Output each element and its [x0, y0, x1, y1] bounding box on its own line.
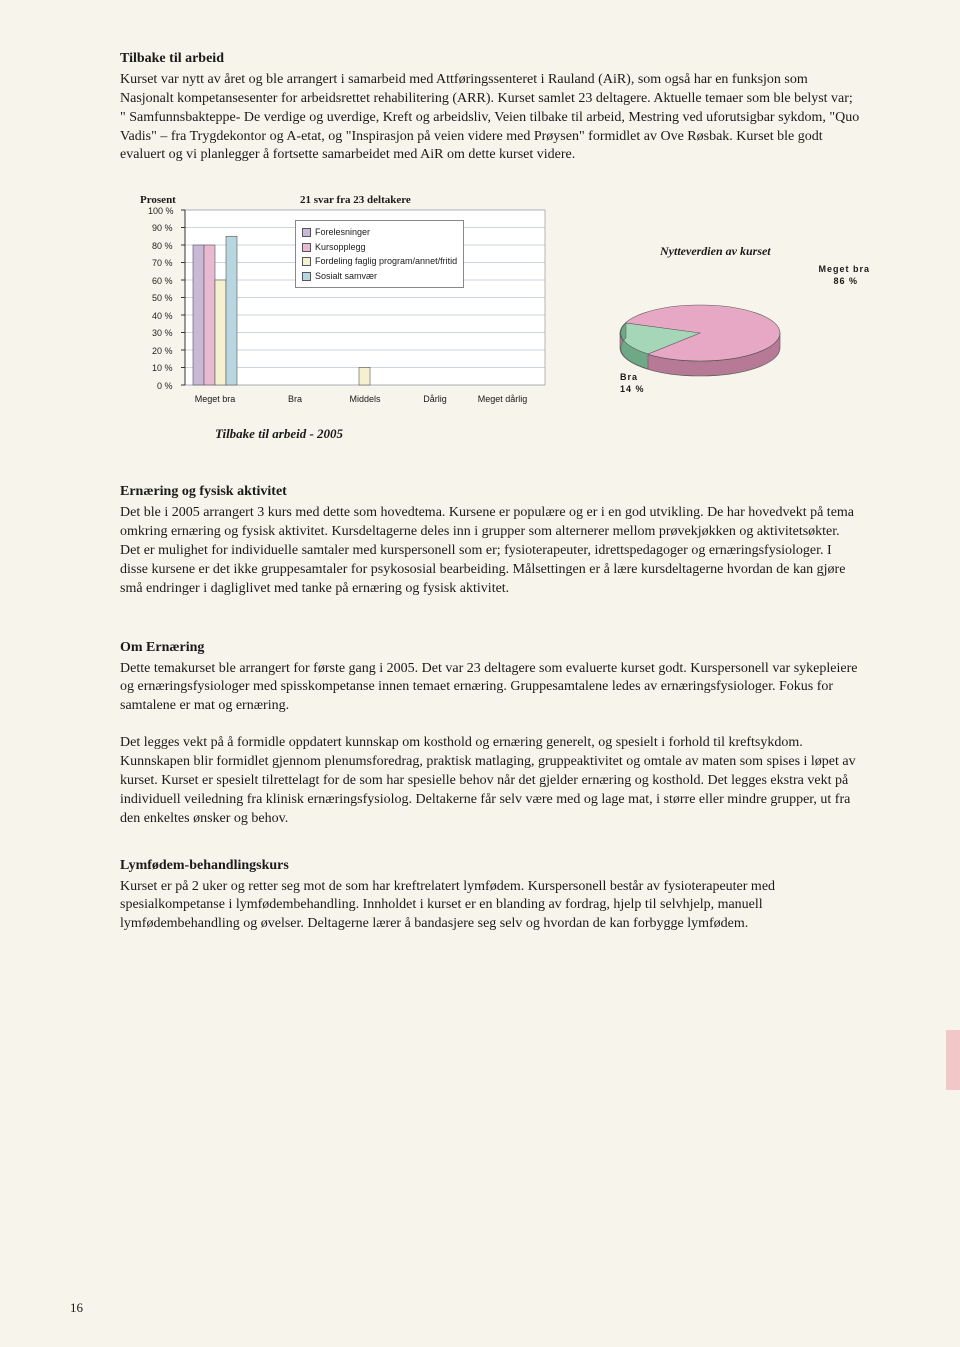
pie-label-bra-val: 14 % [620, 383, 645, 395]
heading-lymfodem: Lymfødem-behandlingskurs [120, 857, 860, 876]
legend-swatch-icon [302, 257, 311, 266]
pie-chart-title: Nytteverdien av kurset [660, 243, 771, 259]
body-ernaering-aktivitet: Det ble i 2005 arrangert 3 kurs med dett… [120, 504, 860, 598]
ytick-100: 100 % [148, 205, 174, 217]
pie-chart: Nytteverdien av kurset Meget bra 86 % Br… [600, 243, 850, 403]
ytick-80: 80 % [152, 240, 173, 252]
bar-chart-legend: Forelesninger Kursopplegg Fordeling fagl… [295, 220, 464, 288]
heading-ernaering-aktivitet: Ernæring og fysisk aktivitet [120, 483, 860, 502]
pie-label-megetbra-val: 86 % [833, 275, 858, 287]
page-number: 16 [70, 1299, 83, 1317]
section-ernaering-aktivitet: Ernæring og fysisk aktivitet Det ble i 2… [120, 483, 860, 598]
legend-swatch-icon [302, 228, 311, 237]
legend-swatch-icon [302, 272, 311, 281]
section-om-ernaering: Om Ernæring Dette temakurset ble arrange… [120, 639, 860, 829]
pie-label-megetbra: Meget bra [818, 263, 870, 275]
legend-item-1: Kursopplegg [302, 240, 457, 254]
ytick-60: 60 % [152, 275, 173, 287]
ytick-30: 30 % [152, 327, 173, 339]
xlabel-3: Dårlig [405, 393, 465, 405]
pie-label-bra: Bra [620, 371, 638, 383]
section-lymfodem: Lymfødem-behandlingskurs Kurset er på 2 … [120, 857, 860, 935]
legend-swatch-icon [302, 243, 311, 252]
body-tilbake: Kurset var nytt av året og ble arrangert… [120, 71, 860, 165]
ytick-10: 10 % [152, 362, 173, 374]
legend-item-3: Sosialt samvær [302, 269, 457, 283]
body-om-ernaering-2: Det legges vekt på å formidle oppdatert … [120, 734, 860, 828]
ytick-40: 40 % [152, 310, 173, 322]
charts-wrapper: Prosent 21 svar fra 23 deltakere [130, 193, 850, 453]
legend-item-2: Fordeling faglig program/annet/fritid [302, 254, 457, 268]
ytick-20: 20 % [152, 345, 173, 357]
ytick-0: 0 % [157, 380, 173, 392]
ytick-50: 50 % [152, 292, 173, 304]
body-lymfodem: Kurset er på 2 uker og retter seg mot de… [120, 878, 860, 935]
xlabel-0: Meget bra [185, 393, 245, 405]
xlabel-4: Meget dårlig [475, 393, 530, 405]
side-tab-marker [946, 1030, 960, 1090]
heading-om-ernaering: Om Ernæring [120, 639, 860, 658]
ytick-90: 90 % [152, 222, 173, 234]
ytick-70: 70 % [152, 257, 173, 269]
xlabel-1: Bra [265, 393, 325, 405]
bar-chart: Prosent 21 svar fra 23 deltakere [130, 193, 560, 453]
body-om-ernaering-1: Dette temakurset ble arrangert for først… [120, 660, 860, 717]
bar-chart-caption: Tilbake til arbeid - 2005 [215, 425, 343, 443]
section-tilbake: Tilbake til arbeid Kurset var nytt av år… [120, 50, 860, 165]
heading-tilbake: Tilbake til arbeid [120, 50, 860, 69]
xlabel-2: Middels [335, 393, 395, 405]
legend-item-0: Forelesninger [302, 225, 457, 239]
